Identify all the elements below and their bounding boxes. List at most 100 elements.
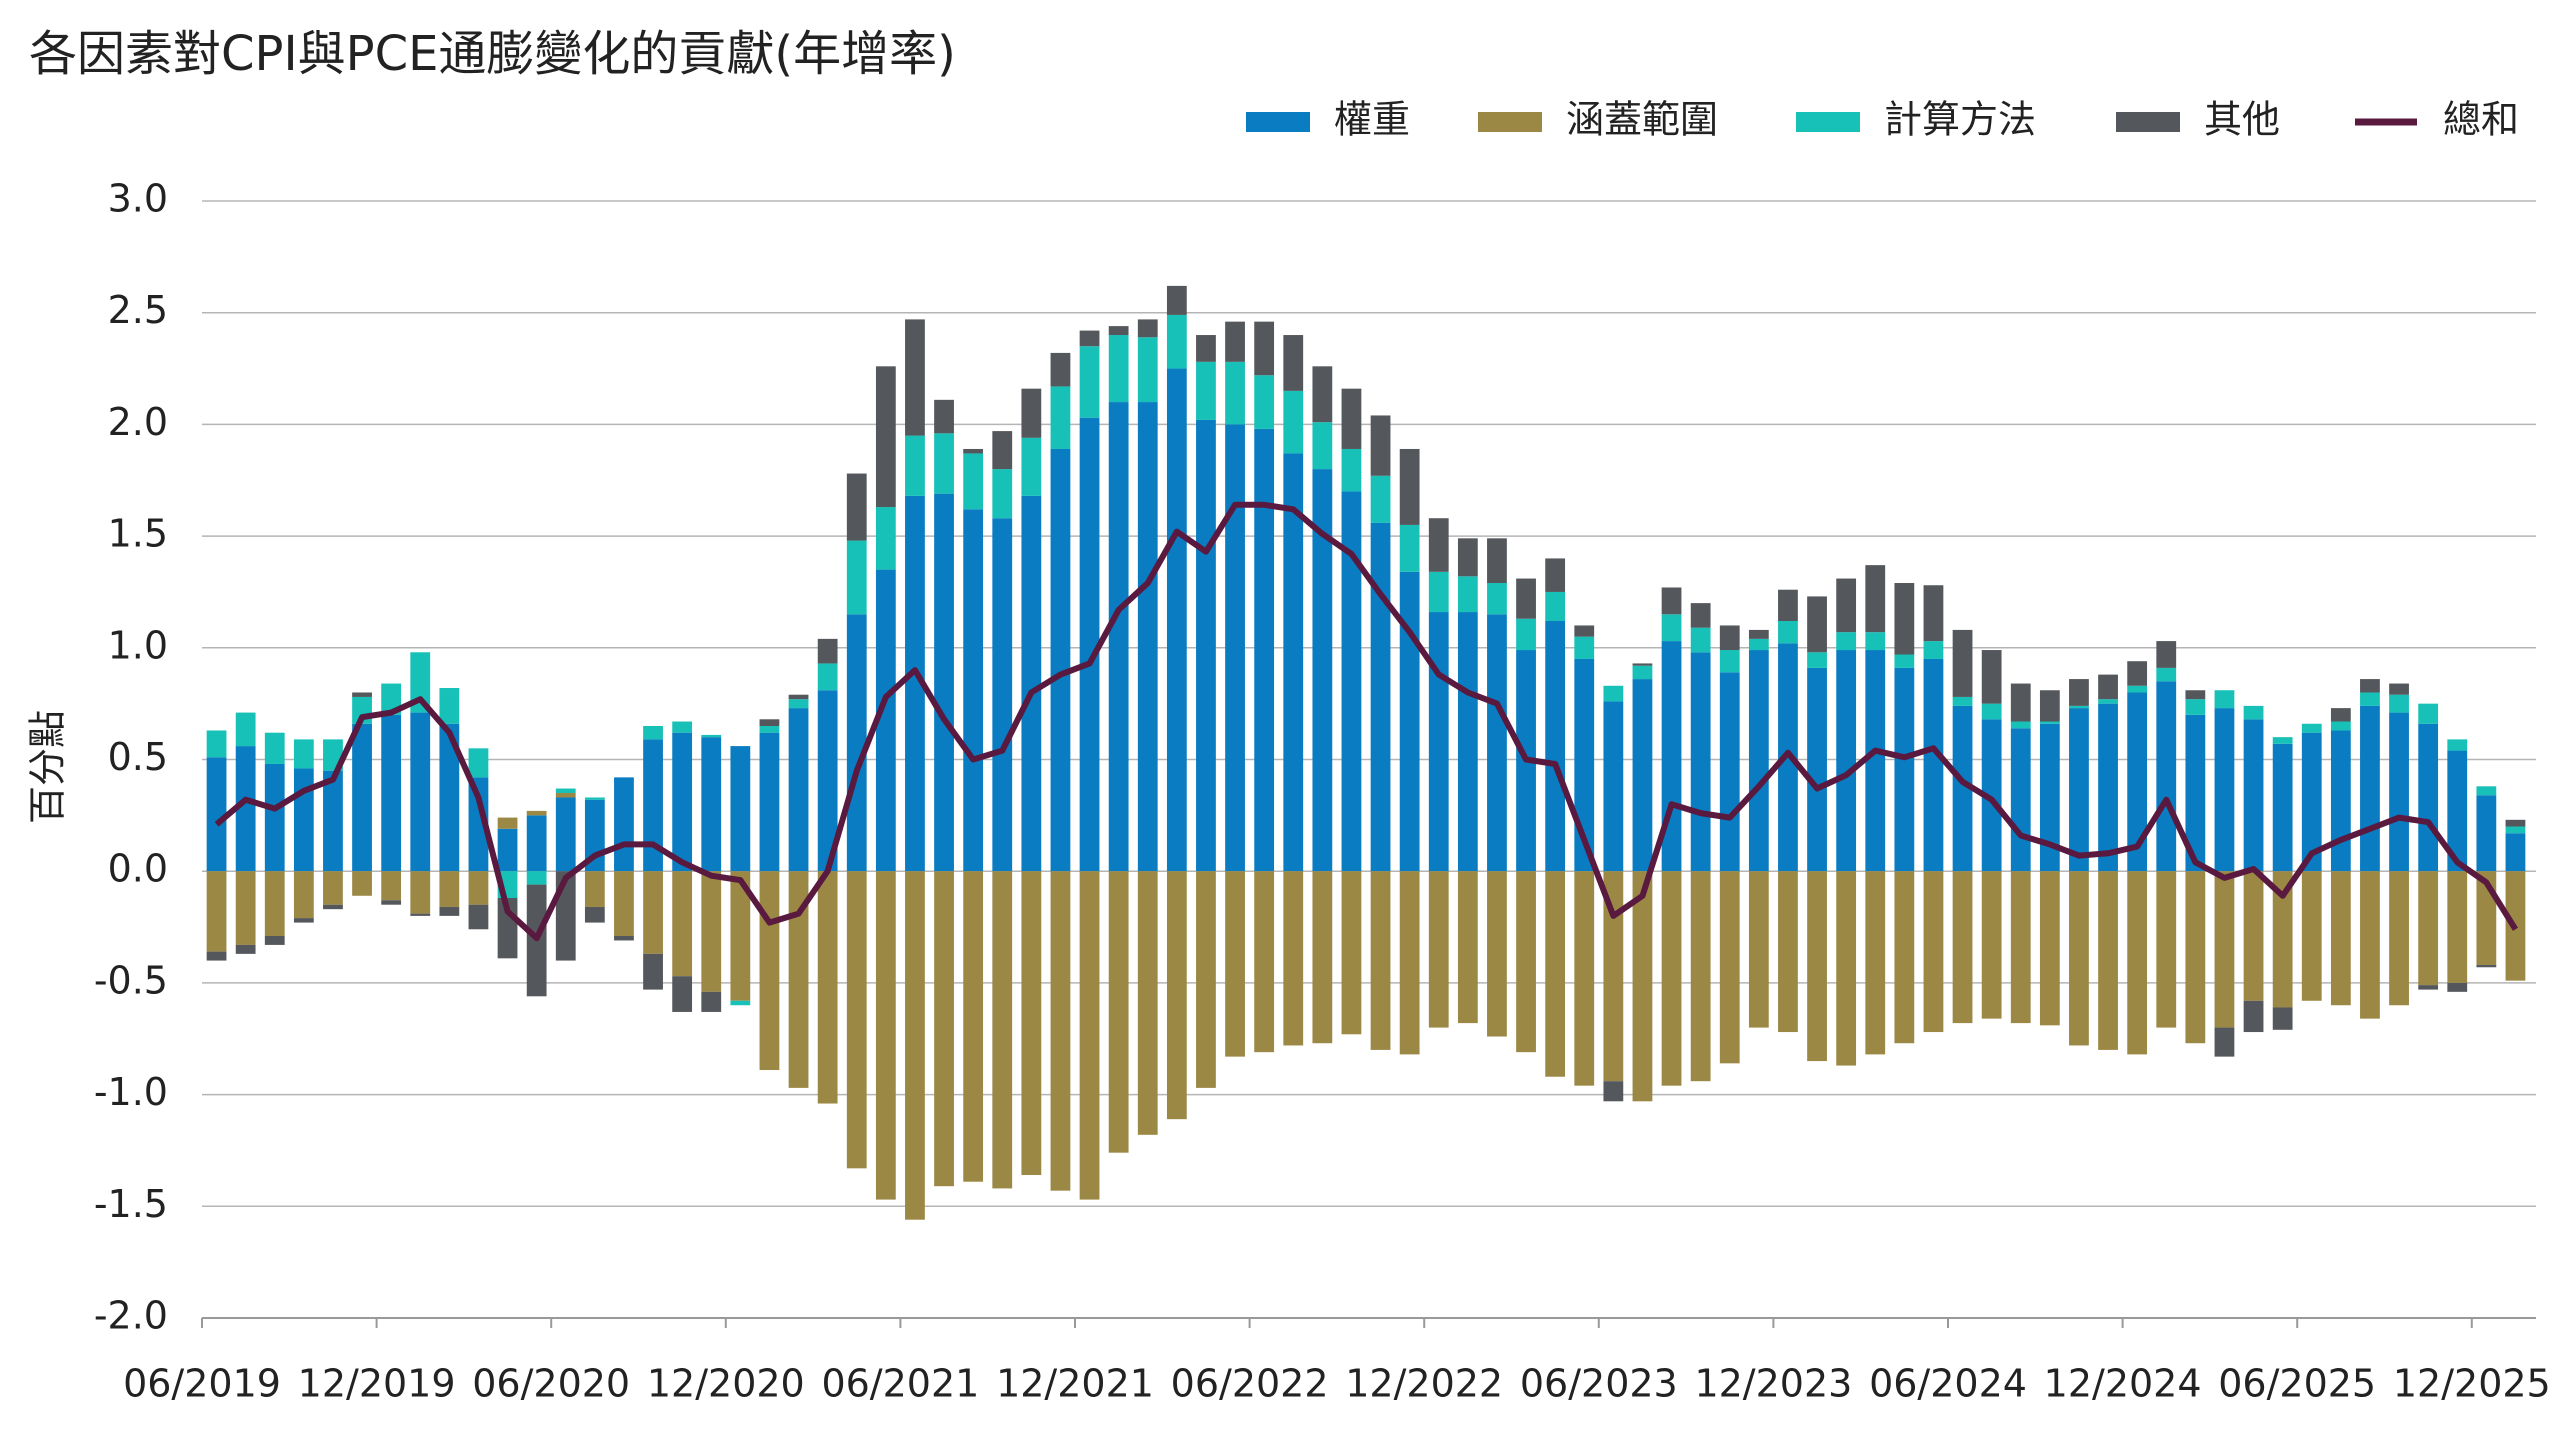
bar (846, 614, 867, 872)
bar (1021, 871, 1042, 1176)
bar (2505, 833, 2526, 872)
bar (468, 904, 489, 930)
bar (963, 448, 984, 454)
bar (1923, 871, 1944, 1033)
bar (2243, 871, 2264, 1001)
bar (2272, 1007, 2293, 1030)
bar (555, 793, 576, 798)
bar (1865, 871, 1886, 1055)
bar (1050, 871, 1071, 1191)
bar (1574, 871, 1595, 1086)
bar (1516, 618, 1536, 651)
bar (381, 900, 402, 905)
bar (643, 871, 663, 954)
y-tick-label: 2.5 (108, 288, 168, 332)
bar (2214, 690, 2235, 709)
bar (1632, 871, 1653, 1102)
bar (439, 906, 460, 916)
bar (672, 732, 693, 872)
bar (1399, 448, 1420, 525)
bar (2039, 723, 2060, 872)
bar (1748, 871, 1769, 1028)
bar (2127, 685, 2148, 693)
bar (2418, 723, 2439, 872)
bar (1166, 285, 1187, 315)
bar (1196, 335, 1216, 362)
bar (1632, 679, 1653, 872)
bar (1341, 871, 1362, 1035)
bar (1137, 337, 1158, 403)
bar (2243, 1000, 2264, 1033)
bar (1778, 620, 1798, 644)
bar (1079, 871, 1100, 1200)
bar (1981, 650, 2002, 704)
legend-label: 計算方法 (1884, 98, 2036, 142)
bar (1050, 352, 1071, 387)
bar (293, 768, 314, 872)
bar (2127, 871, 2148, 1055)
bar (2418, 985, 2439, 990)
bar (2447, 750, 2468, 872)
bar (934, 871, 954, 1187)
bar (934, 399, 954, 434)
x-tick-label: 06/2021 (821, 1362, 979, 1406)
bar (1312, 422, 1333, 470)
bar (643, 953, 663, 990)
bar (2476, 786, 2497, 796)
bar (1690, 652, 1711, 872)
bar (992, 431, 1013, 470)
bar (2360, 692, 2380, 706)
bar (1166, 314, 1187, 369)
bar (1312, 469, 1333, 872)
bar (1923, 658, 1944, 872)
bar (584, 797, 605, 800)
bar (1254, 428, 1275, 872)
legend-swatch (1796, 112, 1860, 132)
bar (2360, 679, 2380, 693)
bar (1137, 319, 1158, 338)
bar (2156, 641, 2177, 668)
bar (759, 732, 780, 872)
bar (1457, 576, 1478, 613)
bar (1225, 321, 1245, 362)
bar (293, 871, 314, 919)
bar (2389, 871, 2409, 1006)
bar (1603, 701, 1624, 872)
bar (235, 746, 256, 872)
bar (2476, 965, 2497, 968)
legend-label: 其他 (2204, 98, 2280, 142)
bar (264, 732, 285, 764)
bar (1748, 638, 1769, 651)
bar (2098, 703, 2118, 872)
bar (1603, 685, 1624, 702)
bar (672, 871, 693, 977)
x-tick-label: 12/2020 (647, 1362, 805, 1406)
bar (2098, 871, 2118, 1050)
bar (1981, 871, 2002, 1019)
bar (1341, 491, 1362, 872)
bar (1632, 665, 1653, 680)
bar (1894, 871, 1915, 1044)
bar (2447, 739, 2468, 751)
bar (2243, 705, 2264, 720)
bar (2330, 708, 2351, 722)
bar (875, 871, 896, 1200)
bar (934, 433, 954, 494)
bar (1545, 558, 1566, 592)
bar (701, 737, 722, 872)
bar (1108, 871, 1129, 1153)
bar (1137, 871, 1158, 1135)
bar (352, 871, 372, 896)
bar (1399, 571, 1420, 872)
bar (2389, 712, 2409, 872)
bar (497, 817, 518, 829)
bar (323, 770, 343, 872)
bar (381, 683, 402, 715)
bar (1225, 424, 1245, 872)
bar (1487, 614, 1507, 872)
bar (2272, 737, 2293, 744)
bar (2098, 699, 2118, 704)
bar (2010, 728, 2031, 872)
y-tick-label: -0.5 (94, 958, 168, 1002)
bar (1341, 448, 1362, 492)
